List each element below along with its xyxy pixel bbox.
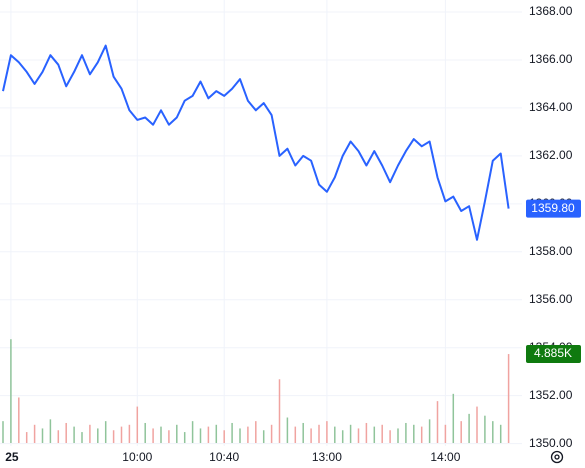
x-tick-label: 10:00	[122, 450, 152, 464]
volume-bar	[104, 421, 107, 443]
settings-gear-center	[554, 454, 560, 460]
volume-bar	[278, 379, 281, 443]
volume-bar	[97, 428, 99, 443]
x-tick-label: 10:40	[209, 450, 239, 464]
volume-bar	[460, 421, 462, 443]
settings-gear	[550, 450, 564, 464]
volume-bar	[255, 421, 257, 443]
y-tick-label: 1352.00	[529, 388, 573, 402]
axes: 1368.001366.001364.001362.001360.001358.…	[5, 4, 581, 464]
volume-bar	[239, 428, 241, 443]
y-tick-label: 1350.00	[529, 436, 573, 450]
volume-bar	[452, 393, 455, 443]
volume-tag-bg	[526, 345, 581, 364]
volume-bar	[270, 424, 273, 443]
volume-bar	[89, 424, 91, 443]
volume-bar	[223, 430, 225, 443]
volume-bar	[397, 428, 399, 443]
volume-bar	[120, 426, 123, 443]
y-tick-label: 1366.00	[529, 52, 573, 66]
volume-bar	[484, 415, 486, 443]
volume-bar	[57, 430, 60, 443]
volume-bar	[373, 426, 376, 443]
volume-bar	[499, 424, 502, 443]
volume-bar	[231, 422, 233, 443]
volume-bar	[381, 424, 383, 443]
x-tick-label: 14:00	[430, 450, 460, 464]
settings-icon[interactable]	[550, 450, 564, 464]
volume-bar	[444, 424, 447, 443]
y-tick-label: 1356.00	[529, 292, 573, 306]
volume-bar	[420, 426, 423, 443]
y-tick-label: 1368.00	[529, 4, 573, 18]
volume-bar	[33, 424, 36, 443]
volume-bar	[341, 430, 344, 443]
volume-bar	[294, 426, 297, 443]
volume-bar	[112, 430, 115, 443]
price-tag: 1359.80	[531, 201, 575, 215]
grid	[0, 0, 522, 446]
volume-bar	[428, 419, 431, 443]
volume-bar	[18, 397, 20, 443]
volume-bar	[191, 421, 194, 443]
volume-bar	[247, 426, 249, 443]
volume-bar	[73, 426, 75, 443]
volume-bar	[81, 432, 83, 443]
volume-bar	[41, 428, 44, 443]
x-tick-label: 25	[5, 450, 19, 464]
price-line	[2, 44, 510, 241]
volume-bar	[468, 413, 470, 443]
volume-bar	[389, 430, 391, 443]
volume-bar	[476, 406, 478, 443]
volume-bar	[183, 432, 186, 443]
volume-bar	[49, 419, 52, 443]
volume-bar	[286, 417, 289, 443]
volume-bar	[262, 430, 265, 443]
volume-bar	[144, 422, 146, 443]
volume-bar	[199, 428, 202, 443]
volume-bar	[136, 406, 139, 443]
volume-bar	[357, 428, 360, 443]
volume-bar	[405, 422, 407, 443]
volume-bar	[310, 428, 312, 443]
volume-bar	[326, 421, 328, 443]
volume-bar	[334, 426, 336, 443]
y-tick-label: 1364.00	[529, 100, 573, 114]
volume-bar	[65, 422, 67, 443]
volume-bar	[10, 339, 12, 443]
volume-bar	[507, 354, 510, 443]
volume-bar	[207, 426, 210, 443]
volume-bar	[365, 422, 368, 443]
volume-bar	[176, 424, 178, 443]
volume-bar	[2, 421, 4, 443]
x-tick-label: 13:00	[312, 450, 342, 464]
volume-bar	[436, 401, 439, 443]
y-tick-label: 1362.00	[529, 148, 573, 162]
volume-bar	[318, 424, 320, 443]
volume-bar	[168, 430, 170, 443]
volume-bar	[492, 421, 494, 443]
volume-bar	[152, 428, 154, 443]
volume-bar	[25, 432, 28, 443]
lines	[2, 44, 510, 241]
volume-bar	[302, 422, 304, 443]
volume-bar	[215, 424, 218, 443]
y-tick-label: 1358.00	[529, 244, 573, 258]
volume-bar	[128, 424, 131, 443]
volume-bar	[349, 424, 352, 443]
price-tag-bg	[526, 199, 581, 218]
volume-tag: 4.885K	[534, 346, 572, 360]
volume-bars	[2, 339, 510, 443]
volume-bar	[413, 424, 415, 443]
volume-bar	[160, 426, 162, 443]
